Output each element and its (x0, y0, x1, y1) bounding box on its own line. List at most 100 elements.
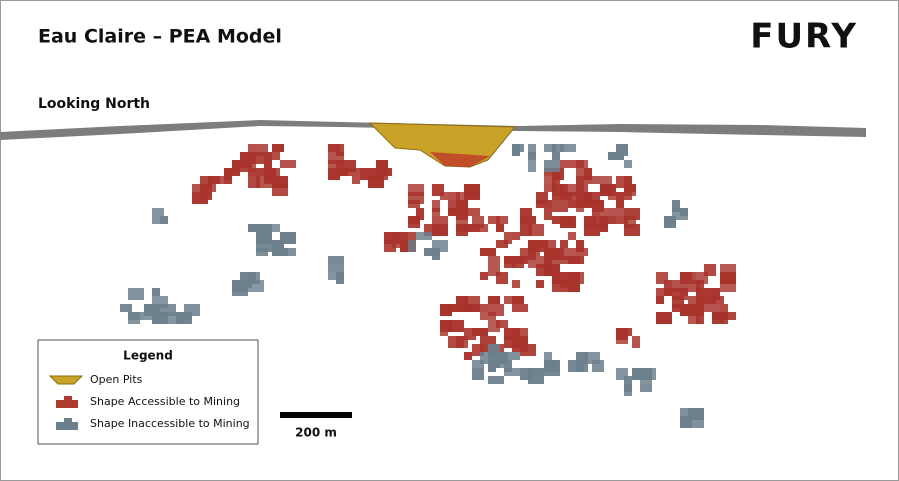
inaccessible-block (488, 352, 504, 364)
accessible-block (448, 192, 460, 200)
accessible-block (544, 248, 560, 260)
inaccessible-block (328, 256, 344, 264)
accessible-block (576, 184, 588, 192)
accessible-block (552, 216, 560, 224)
inaccessible-block (328, 264, 344, 272)
accessible-block (720, 264, 736, 272)
accessible-block (432, 200, 440, 212)
accessible-block (576, 160, 588, 168)
accessible-block (488, 320, 500, 332)
accessible-block (264, 176, 272, 188)
accessible-block (464, 296, 480, 304)
accessible-block (448, 336, 456, 348)
accessible-block (560, 240, 568, 248)
accessible-block (488, 264, 500, 276)
accessible-block (512, 280, 520, 288)
open-pit-base (430, 152, 490, 167)
accessible-block (352, 176, 360, 184)
accessible-block (464, 304, 476, 312)
accessible-block (512, 256, 524, 264)
accessible-block (464, 328, 476, 340)
inaccessible-block (120, 304, 132, 312)
inaccessible-block (184, 304, 200, 316)
legend-swatch-pit (48, 375, 84, 385)
accessible-block (264, 152, 280, 160)
inaccessible-block (616, 368, 628, 380)
accessible-block (520, 216, 528, 224)
accessible-block (208, 176, 220, 184)
accessible-block (728, 312, 736, 320)
inaccessible-block (544, 144, 556, 152)
inaccessible-block (528, 160, 536, 172)
inaccessible-block (552, 152, 560, 160)
accessible-block (248, 168, 264, 176)
accessible-block (408, 232, 416, 244)
accessible-block (272, 144, 284, 152)
inaccessible-block (232, 280, 248, 292)
accessible-block (464, 192, 480, 200)
accessible-block (536, 200, 552, 208)
inaccessible-block (504, 352, 520, 360)
accessible-block (224, 168, 240, 176)
legend-swatch-inaccessible (56, 418, 78, 430)
inaccessible-block (128, 288, 144, 300)
inaccessible-block (280, 232, 288, 244)
accessible-block (440, 304, 452, 316)
inaccessible-block (576, 352, 588, 360)
inaccessible-block (640, 384, 652, 392)
accessible-block (544, 184, 556, 192)
accessible-block (568, 280, 580, 292)
inaccessible-block (680, 208, 688, 216)
inaccessible-block (544, 160, 560, 172)
accessible-block (568, 200, 576, 208)
inaccessible-block (528, 376, 544, 384)
accessible-block (504, 256, 516, 264)
accessible-block (600, 224, 608, 232)
inaccessible-block (480, 352, 488, 364)
inaccessible-block (528, 144, 536, 156)
inaccessible-block (488, 360, 496, 372)
accessible-block (568, 256, 584, 264)
accessible-block (480, 312, 496, 320)
accessible-block (552, 264, 560, 272)
accessible-block (576, 240, 584, 252)
accessible-block (488, 296, 500, 304)
accessible-block (456, 216, 468, 224)
accessible-block (472, 304, 480, 312)
accessible-block (688, 296, 696, 308)
accessible-block (712, 288, 720, 300)
view-label: Looking North (38, 96, 150, 112)
accessible-block (616, 216, 628, 224)
accessible-block (720, 272, 728, 280)
accessible-block (696, 312, 704, 324)
accessible-block (280, 160, 296, 168)
accessible-block (512, 304, 528, 312)
inaccessible-block (248, 272, 260, 284)
accessible-block (544, 240, 556, 248)
accessible-block (232, 160, 240, 172)
accessible-block (256, 176, 264, 188)
accessible-block (520, 208, 532, 216)
legend-label: Shape Accessible to Mining (90, 395, 240, 408)
accessible-block (576, 168, 584, 176)
accessible-block (504, 328, 520, 340)
inaccessible-block (272, 240, 284, 248)
accessible-block (480, 248, 496, 256)
accessible-block (488, 216, 500, 224)
accessible-block (488, 256, 500, 264)
inaccessible-block (256, 248, 268, 256)
accessible-block (496, 240, 508, 248)
inaccessible-block (272, 248, 288, 256)
accessible-block (600, 208, 608, 220)
accessible-block (704, 264, 716, 276)
accessible-block (560, 184, 576, 196)
inaccessible-block (552, 144, 564, 152)
accessible-block (248, 144, 256, 156)
accessible-block (568, 272, 580, 280)
scale-bar (280, 412, 352, 418)
accessible-block (616, 200, 624, 208)
accessible-block (536, 280, 544, 288)
legend-label: Open Pits (90, 373, 143, 386)
accessible-block (560, 216, 576, 228)
logo: FURY (750, 17, 858, 57)
